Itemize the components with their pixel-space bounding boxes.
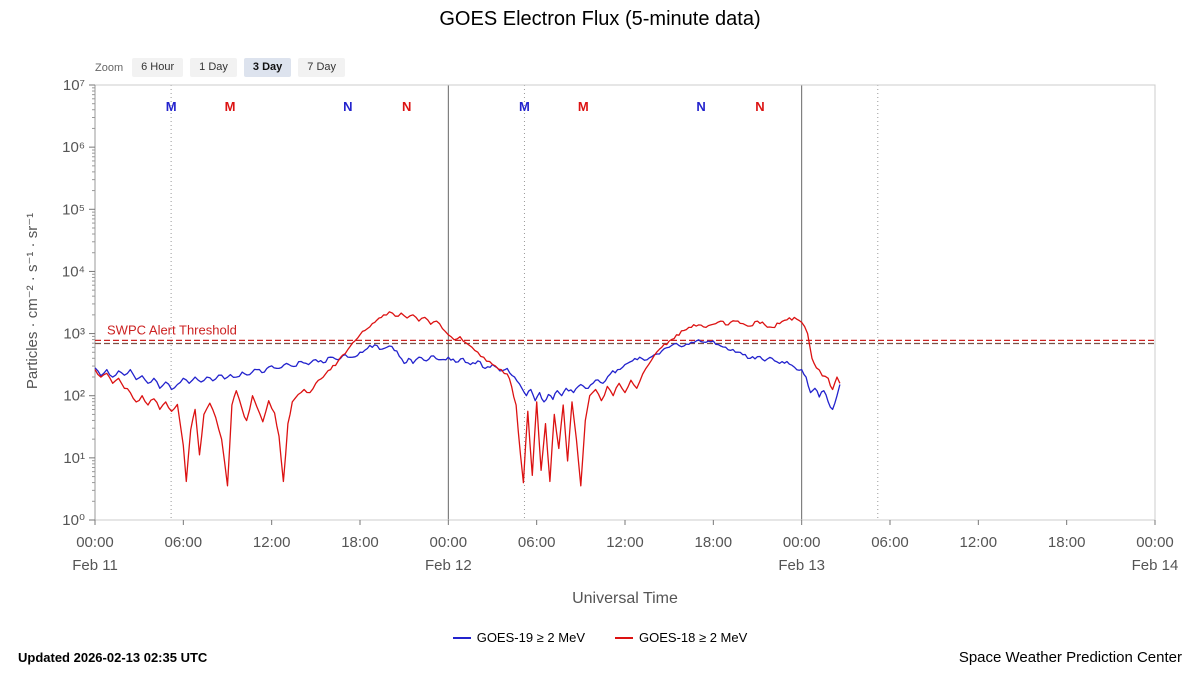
x-tick-label: 18:00: [341, 534, 379, 551]
zoom-7day-button[interactable]: 7 Day: [298, 58, 346, 77]
updated-timestamp: Updated 2026-02-13 02:35 UTC: [18, 650, 208, 665]
source-credit: Space Weather Prediction Center: [958, 649, 1182, 666]
swpc-alert-threshold-label: SWPC Alert Threshold: [107, 322, 237, 337]
y-axis-title: Particles · cm⁻² · s⁻¹ · sr⁻¹: [24, 212, 41, 390]
x-tick-label: 18:00: [1048, 534, 1086, 551]
legend-label-goes18: GOES-18 ≥ 2 MeV: [639, 630, 748, 645]
legend-label-goes19: GOES-19 ≥ 2 MeV: [476, 630, 585, 645]
x-date-label: Feb 11: [72, 557, 118, 574]
zoom-label: Zoom: [95, 61, 124, 74]
legend-item-goes19: GOES-19 ≥ 2 MeV: [452, 630, 585, 645]
goes19-line-swatch: [452, 636, 471, 639]
x-tick-label: 06:00: [518, 534, 556, 551]
satellite-marker-m: M: [519, 99, 530, 114]
y-tick-label: 10²: [63, 388, 85, 405]
goes18-line-swatch: [615, 636, 633, 639]
x-tick-label: 18:00: [695, 534, 733, 551]
x-axis-title: Universal Time: [572, 590, 678, 607]
satellite-marker-m: M: [225, 99, 236, 114]
zoom-1day-button[interactable]: 1 Day: [190, 58, 237, 77]
legend-item-goes18: GOES-18 ≥ 2 MeV: [615, 630, 747, 645]
x-date-label: Feb 12: [425, 557, 472, 574]
x-tick-label: 00:00: [783, 534, 821, 551]
x-date-label: Feb 13: [778, 557, 825, 574]
x-tick-label: 12:00: [606, 534, 644, 551]
zoom-6hour-button[interactable]: 6 Hour: [132, 58, 184, 77]
satellite-marker-n: N: [343, 99, 352, 114]
zoom-3day-button[interactable]: 3 Day: [243, 58, 292, 77]
satellite-marker-n: N: [696, 99, 705, 114]
flux-plot: 10⁰ 10¹ 10² 10³ 10⁴ 10⁵ 10⁶ 10⁷ 00:00 06:00 12:00 1…: [62, 77, 1179, 574]
page-title: GOES Electron Flux (5-minute data): [439, 8, 761, 30]
x-tick-label: 00:00: [430, 534, 468, 551]
satellite-marker-n: N: [402, 99, 411, 114]
plot-frame: [94, 84, 1156, 521]
x-tick-label: 12:00: [960, 534, 998, 551]
x-tick-label: 00:00: [1136, 534, 1174, 551]
x-tick-label: 06:00: [165, 534, 203, 551]
y-tick-label: 10⁷: [63, 77, 85, 94]
goes-18-series-line: [94, 311, 841, 487]
y-tick-label: 10⁰: [62, 512, 85, 529]
x-tick-label: 00:00: [76, 534, 114, 551]
x-tick-label: 06:00: [871, 534, 909, 551]
goes-19-series-line: [94, 339, 841, 411]
y-tick-label: 10⁶: [62, 139, 85, 156]
satellite-marker-n: N: [755, 99, 764, 114]
zoom-controls: Zoom 6 Hour 1 Day 3 Day 7 Day: [95, 58, 346, 77]
y-tick-label: 10³: [63, 326, 85, 343]
chart-legend: GOES-19 ≥ 2 MeV GOES-18 ≥ 2 MeV: [0, 630, 1200, 645]
satellite-marker-m: M: [578, 99, 589, 114]
y-tick-label: 10¹: [63, 450, 85, 467]
x-tick-label: 12:00: [253, 534, 291, 551]
x-date-label: Feb 14: [1132, 557, 1179, 574]
y-tick-label: 10⁵: [62, 201, 85, 218]
satellite-marker-m: M: [166, 99, 177, 114]
y-tick-label: 10⁴: [62, 263, 85, 280]
